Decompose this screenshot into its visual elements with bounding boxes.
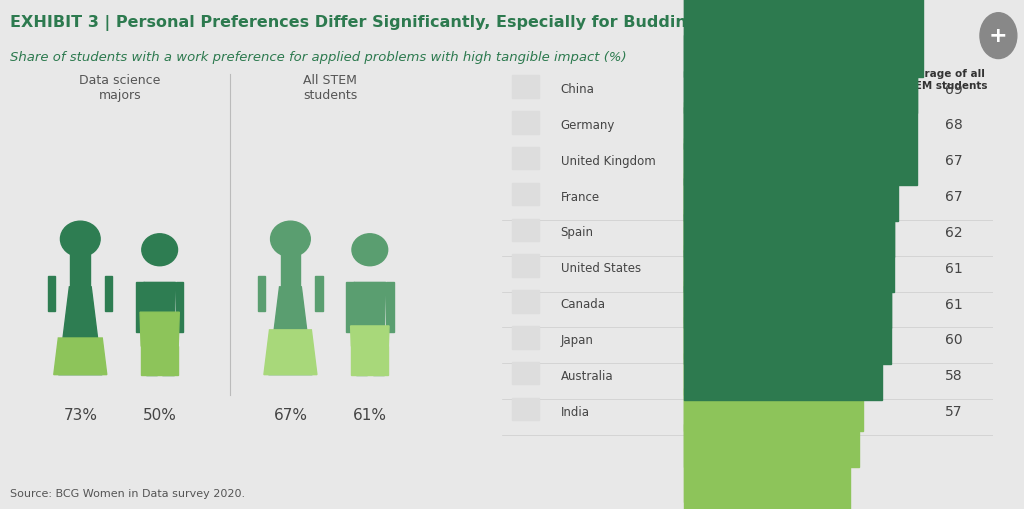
Text: 67: 67: [945, 190, 963, 204]
Text: Average of all
STEM students: Average of all STEM students: [900, 69, 988, 91]
Bar: [684, 143, 895, 257]
Bar: [386, 282, 393, 332]
Bar: [105, 276, 113, 311]
Bar: [684, 137, 885, 251]
Text: 58: 58: [945, 369, 963, 383]
Bar: [684, 107, 898, 221]
Text: 67%: 67%: [273, 408, 307, 423]
Bar: [136, 282, 143, 332]
Text: 68: 68: [945, 119, 963, 132]
Bar: [684, 317, 862, 431]
Text: France: France: [561, 190, 600, 204]
Text: Germany: Germany: [561, 119, 615, 132]
Bar: [684, 0, 916, 113]
Text: 73%: 73%: [63, 408, 97, 423]
Circle shape: [60, 221, 100, 257]
Text: All STEM
students: All STEM students: [303, 74, 357, 102]
Bar: [684, 245, 865, 359]
Text: 69: 69: [945, 82, 963, 97]
Bar: [684, 214, 891, 328]
Bar: [512, 326, 539, 349]
Polygon shape: [264, 330, 317, 375]
Polygon shape: [354, 282, 386, 346]
Bar: [512, 254, 539, 277]
Bar: [684, 250, 891, 364]
Bar: [258, 276, 265, 311]
Text: United States: United States: [561, 262, 641, 275]
Polygon shape: [58, 287, 102, 375]
Circle shape: [141, 234, 177, 266]
Bar: [512, 75, 539, 98]
Bar: [684, 174, 885, 288]
Bar: [281, 250, 300, 287]
Bar: [684, 425, 850, 509]
Bar: [512, 147, 539, 169]
Bar: [512, 219, 539, 241]
Bar: [141, 346, 178, 375]
Text: EXHIBIT 3 | Personal Preferences Differ Significantly, Especially for Budding Da: EXHIBIT 3 | Personal Preferences Differ …: [10, 15, 842, 31]
Text: India: India: [561, 406, 590, 418]
Bar: [512, 398, 539, 420]
Text: +: +: [989, 25, 1008, 46]
Text: Source: BCG Women in Data survey 2020.: Source: BCG Women in Data survey 2020.: [10, 489, 246, 499]
Bar: [346, 282, 354, 332]
Circle shape: [980, 13, 1017, 59]
Bar: [163, 346, 173, 375]
Bar: [684, 178, 895, 292]
Bar: [684, 388, 847, 502]
Bar: [684, 281, 862, 395]
Bar: [512, 183, 539, 205]
Text: United Kingdom: United Kingdom: [561, 155, 655, 168]
Text: Japan: Japan: [561, 334, 594, 347]
Bar: [684, 209, 879, 323]
Circle shape: [270, 221, 310, 257]
Bar: [512, 362, 539, 384]
Bar: [684, 353, 859, 467]
Bar: [512, 111, 539, 133]
Text: China: China: [561, 83, 595, 96]
Bar: [684, 71, 916, 185]
Bar: [315, 276, 323, 311]
Bar: [356, 346, 367, 375]
Bar: [684, 0, 924, 77]
Text: 61: 61: [945, 262, 963, 276]
Text: Canada: Canada: [561, 298, 606, 311]
Text: 50%: 50%: [142, 408, 176, 423]
Bar: [351, 346, 388, 375]
Circle shape: [352, 234, 388, 266]
Text: Australia: Australia: [561, 370, 613, 383]
Text: 67: 67: [945, 154, 963, 168]
Text: 61%: 61%: [353, 408, 387, 423]
Polygon shape: [143, 282, 175, 346]
Polygon shape: [268, 287, 312, 375]
Bar: [373, 346, 384, 375]
Bar: [684, 35, 910, 149]
Text: Spain: Spain: [561, 227, 594, 239]
Bar: [71, 250, 90, 287]
Text: 60: 60: [945, 333, 963, 348]
Bar: [48, 276, 55, 311]
Text: 57: 57: [945, 405, 963, 419]
Text: 61: 61: [945, 298, 963, 312]
Bar: [175, 282, 183, 332]
Bar: [512, 290, 539, 313]
Text: Share of students with a work preference for applied problems with high tangible: Share of students with a work preference…: [10, 51, 627, 64]
Bar: [684, 286, 882, 400]
Text: Data science
majors: Data science majors: [79, 74, 161, 102]
Bar: [684, 102, 885, 216]
Bar: [145, 346, 157, 375]
Text: 62: 62: [945, 226, 963, 240]
Polygon shape: [54, 338, 106, 375]
Polygon shape: [140, 312, 179, 346]
Polygon shape: [350, 326, 389, 346]
